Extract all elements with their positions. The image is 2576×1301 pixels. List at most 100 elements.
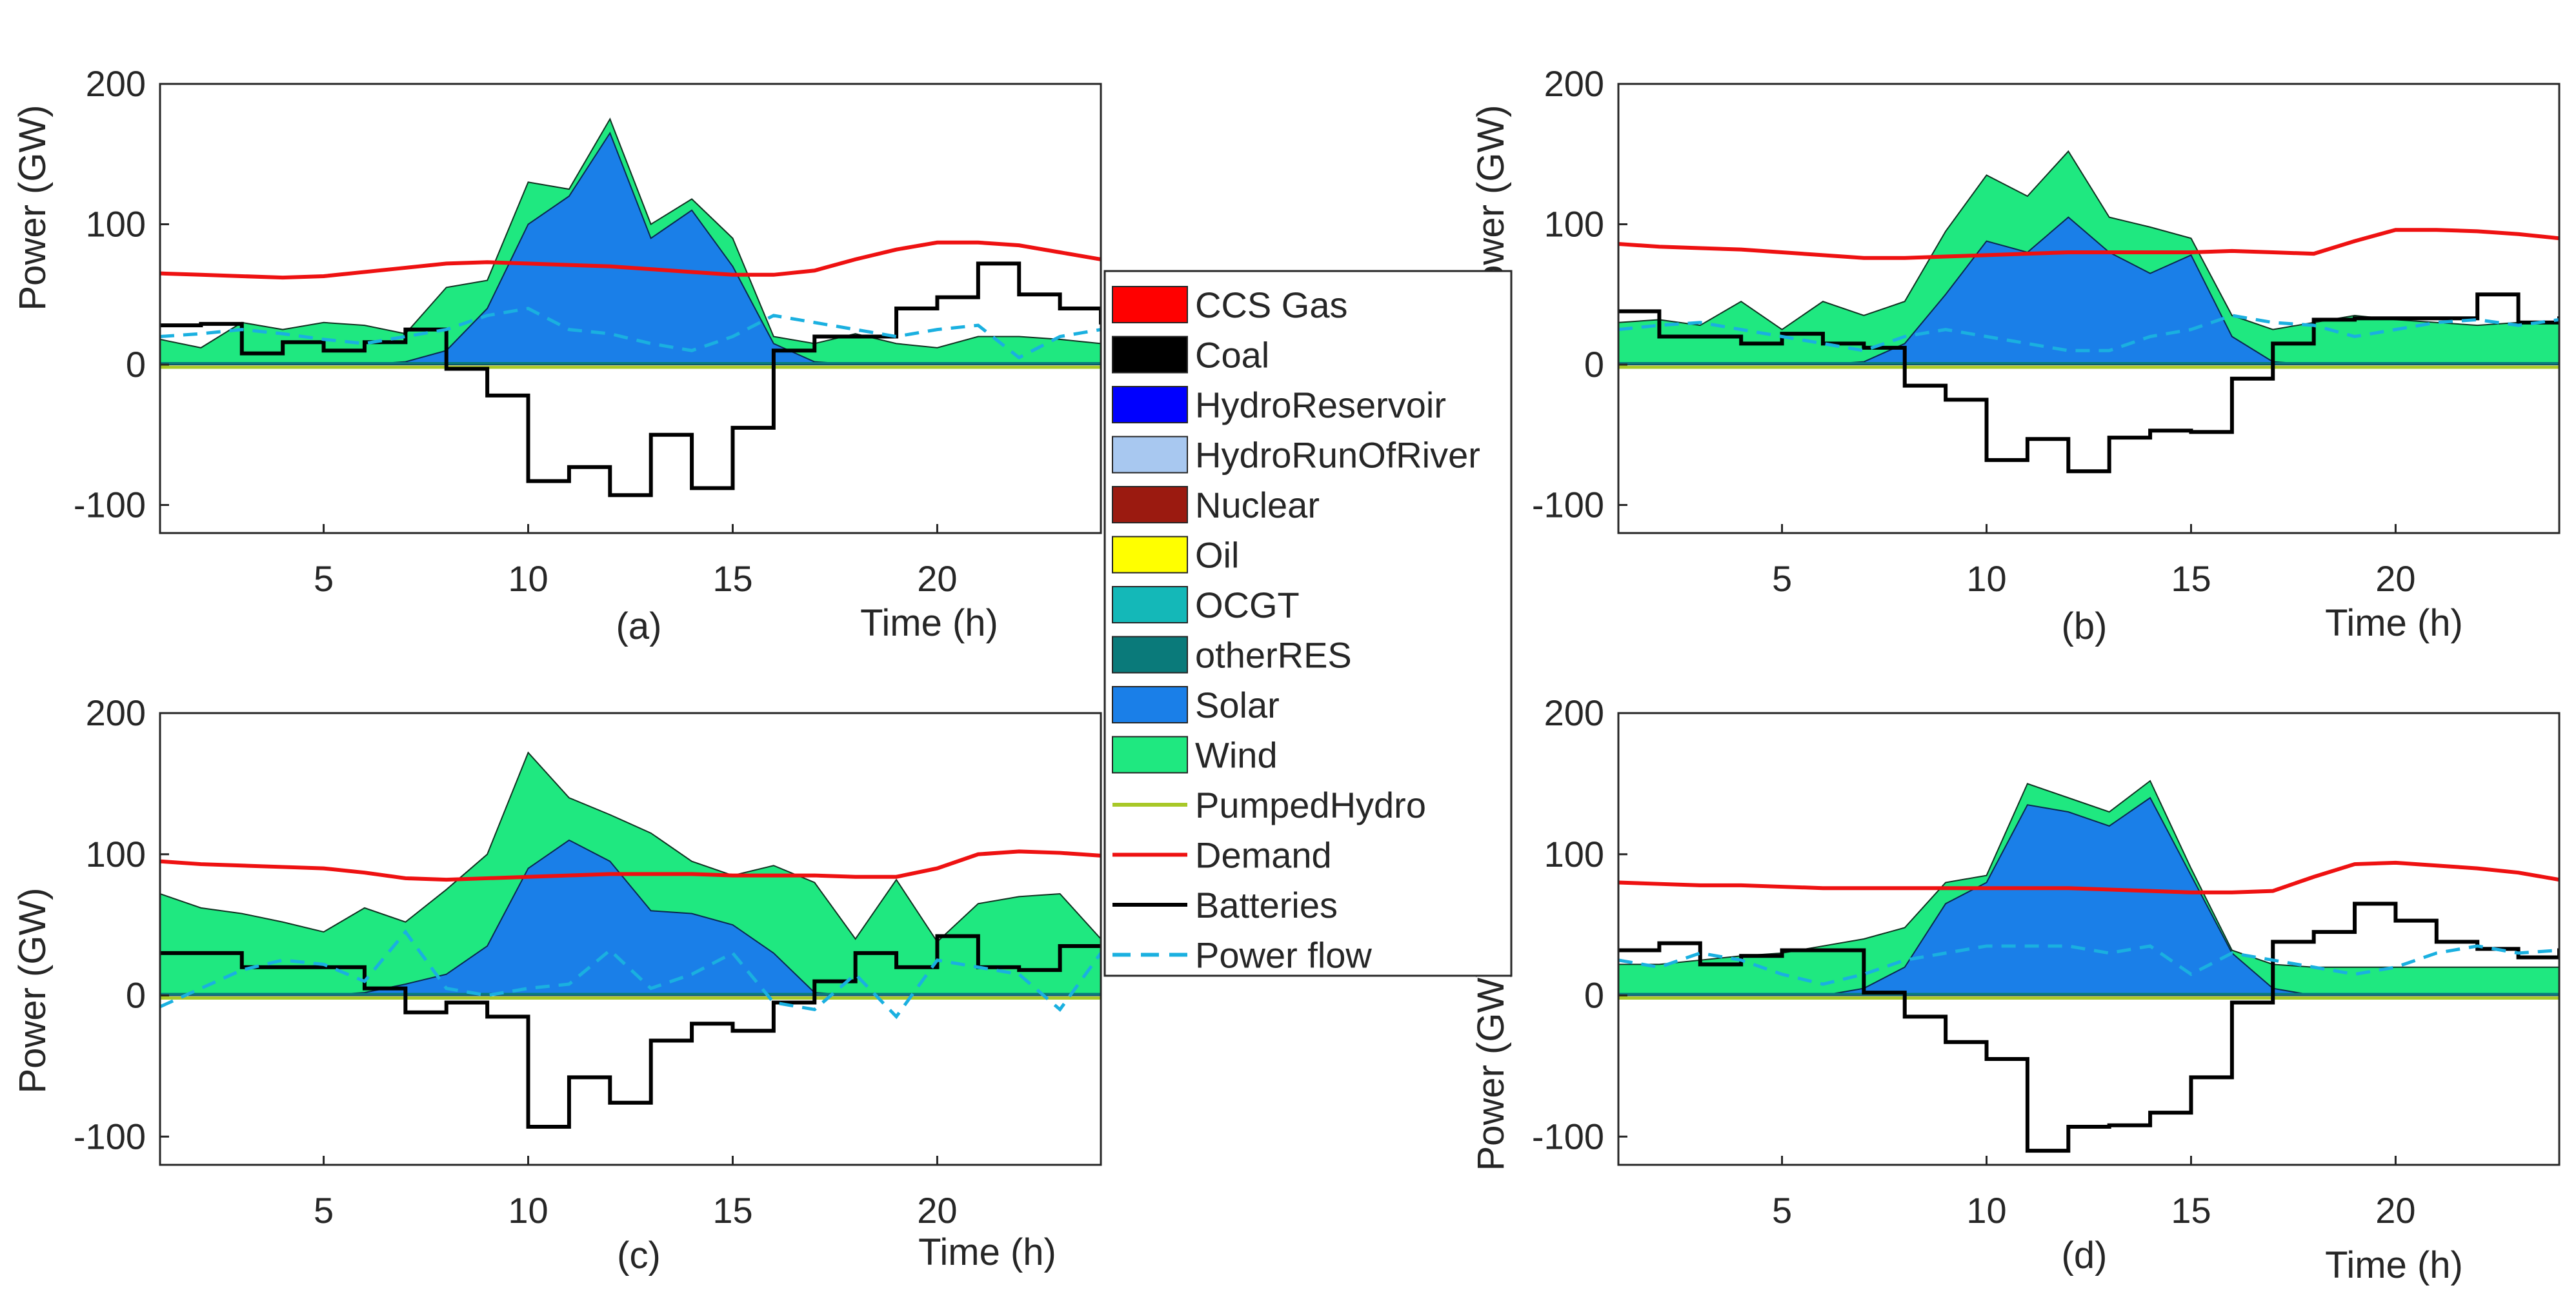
y-tick-label: 100 [86, 834, 146, 874]
x-tick-label: 20 [2375, 1190, 2415, 1231]
x-tick-label: 20 [2375, 558, 2415, 599]
panel-label: (a) [616, 605, 662, 647]
legend-label-hydroreservoir: HydroReservoir [1195, 385, 1446, 425]
otherres-band [1618, 362, 2559, 365]
panel-label: (d) [2062, 1235, 2108, 1276]
x-tick-label: 20 [917, 558, 957, 599]
y-tick-label: -100 [1532, 1116, 1604, 1156]
legend-swatch-nuclear [1112, 486, 1188, 523]
legend-swatch-solar [1112, 686, 1188, 723]
legend-swatch-hydrorunofriver [1112, 436, 1188, 474]
x-axis-label: Time (h) [860, 602, 998, 644]
axes-frame [159, 712, 1102, 1166]
panel-d: 5 10 15 20 -100 0 100 200 Time (h) Power (GW) (d) [1470, 692, 2561, 1286]
panel-label: (b) [2062, 605, 2108, 647]
demand-line [160, 240, 1101, 280]
legend-label-ocgt: OCGT [1195, 585, 1300, 625]
axes-frame [1617, 83, 2561, 534]
legend-item-nuclear: Nuclear [1112, 485, 1320, 525]
legend-label-oil: Oil [1195, 535, 1239, 576]
axes-frame [159, 83, 1102, 534]
legend-swatch-ocgt [1112, 586, 1188, 623]
legend-swatch-oil [1112, 536, 1188, 574]
legend-label-solar: Solar [1195, 685, 1280, 725]
legend-item-batteries: Batteries [1112, 885, 1338, 925]
legend-item-coal: Coal [1112, 335, 1269, 376]
legend-item-wind: Wind [1112, 735, 1278, 776]
x-tick-label: 5 [314, 1190, 334, 1231]
x-tick-label: 10 [508, 558, 548, 599]
x-axis-label: Time (h) [2325, 1244, 2463, 1286]
batteries-line [1618, 902, 2559, 1153]
legend-label-pumpedhydro: PumpedHydro [1195, 785, 1426, 825]
batteries-line [160, 261, 1101, 498]
legend-item-demand: Demand [1112, 835, 1332, 876]
plot-area [1618, 150, 2559, 474]
legend-item-pumpedhydro: PumpedHydro [1112, 785, 1426, 825]
otherres-band [1618, 993, 2559, 996]
legend-swatch-hydroreservoir [1112, 386, 1188, 423]
y-tick-label: 200 [86, 63, 146, 104]
y-tick-label: 0 [1584, 975, 1604, 1016]
x-tick-label: 15 [712, 558, 752, 599]
y-tick-label: 200 [1544, 692, 1604, 733]
batteries-line [160, 934, 1101, 1129]
legend-item-otherres: otherRES [1112, 635, 1352, 676]
power-flow-line [160, 929, 1101, 1020]
panel-c: 5 10 15 20 -100 0 100 200 Time (h) Power (GW) (c) [12, 692, 1102, 1276]
legend-label-otherres: otherRES [1195, 635, 1352, 676]
otherres-band [160, 362, 1101, 365]
x-tick-label: 15 [2171, 1190, 2211, 1231]
legend-item-hydrorunofriver: HydroRunOfRiver [1112, 435, 1480, 476]
legend-swatch-ccs-gas [1112, 286, 1188, 323]
legend-label-batteries: Batteries [1195, 885, 1338, 925]
x-tick-label: 20 [917, 1190, 957, 1231]
x-tick-label: 5 [314, 558, 334, 599]
legend-item-power-flow: Power flow [1112, 935, 1372, 976]
x-tick-label: 10 [1966, 558, 2006, 599]
x-tick-label: 15 [712, 1190, 752, 1231]
demand-line [1618, 860, 2559, 894]
plot-area [1618, 780, 2559, 1153]
y-tick-label: -100 [74, 1116, 146, 1156]
y-tick-label: 0 [1584, 344, 1604, 385]
x-axis-label: Time (h) [918, 1231, 1056, 1273]
power-flow-line [1618, 314, 2559, 352]
power-flow-line [1618, 944, 2559, 986]
batteries-line [1618, 292, 2559, 474]
legend-item-ccs-gas: CCS Gas [1112, 285, 1348, 325]
x-tick-label: 10 [1966, 1190, 2006, 1231]
otherres-band [160, 993, 1101, 996]
panel-label: (c) [617, 1235, 661, 1276]
legend-item-solar: Solar [1112, 685, 1280, 725]
legend-label-coal: Coal [1195, 335, 1269, 376]
x-tick-label: 5 [1772, 558, 1792, 599]
y-tick-label: 0 [126, 344, 146, 385]
legend-label-wind: Wind [1195, 735, 1278, 776]
legend-item-oil: Oil [1112, 535, 1239, 576]
x-tick-label: 5 [1772, 1190, 1792, 1231]
legend-swatch-wind [1112, 736, 1188, 774]
y-axis-label: Power (GW) [12, 105, 54, 311]
legend-label-hydrorunofriver: HydroRunOfRiver [1195, 435, 1480, 476]
legend-label-power-flow: Power flow [1195, 935, 1372, 976]
x-tick-label: 15 [2171, 558, 2211, 599]
axes-frame [1617, 712, 2561, 1166]
y-tick-label: 0 [126, 975, 146, 1016]
y-tick-label: -100 [74, 485, 146, 525]
y-tick-label: -100 [1532, 485, 1604, 525]
plot-area [160, 751, 1101, 1129]
y-tick-label: 200 [86, 692, 146, 733]
y-axis-label: Power (GW) [12, 888, 54, 1094]
y-tick-label: 100 [1544, 834, 1604, 874]
legend-swatch-coal [1112, 336, 1188, 374]
y-tick-label: 200 [1544, 63, 1604, 104]
legend-label-ccs-gas: CCS Gas [1195, 285, 1348, 325]
legend-label-nuclear: Nuclear [1195, 485, 1320, 525]
legend-item-hydroreservoir: HydroReservoir [1112, 385, 1446, 425]
legend-label-demand: Demand [1195, 835, 1332, 876]
legend-swatch-otherres [1112, 636, 1188, 674]
panel-a: 5 10 15 20 -100 0 100 200 Time (h) Power (GW) (a) [12, 63, 1102, 647]
x-axis-label: Time (h) [2325, 602, 2463, 644]
